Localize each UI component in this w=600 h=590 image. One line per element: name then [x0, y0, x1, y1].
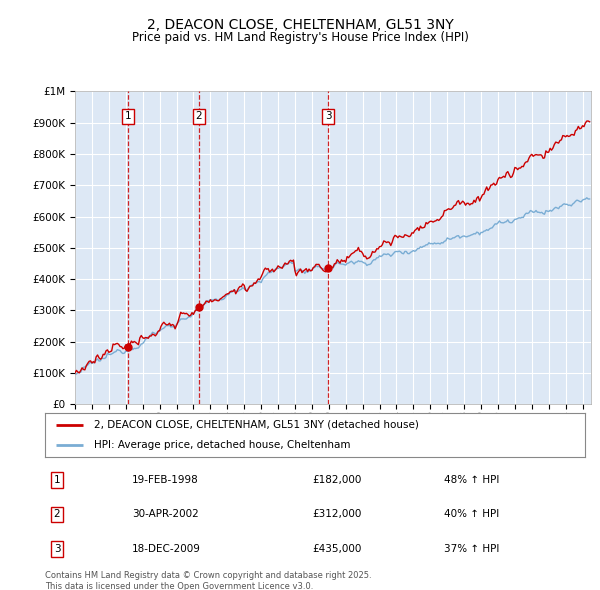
Text: 37% ↑ HPI: 37% ↑ HPI — [444, 544, 499, 553]
Text: 1: 1 — [53, 476, 61, 485]
Text: 40% ↑ HPI: 40% ↑ HPI — [444, 510, 499, 519]
Text: 18-DEC-2009: 18-DEC-2009 — [132, 544, 201, 553]
Text: 2: 2 — [53, 510, 61, 519]
Text: 3: 3 — [325, 112, 331, 122]
Text: 48% ↑ HPI: 48% ↑ HPI — [444, 476, 499, 485]
Text: 2, DEACON CLOSE, CHELTENHAM, GL51 3NY: 2, DEACON CLOSE, CHELTENHAM, GL51 3NY — [146, 18, 454, 32]
Text: 19-FEB-1998: 19-FEB-1998 — [132, 476, 199, 485]
Text: 3: 3 — [53, 544, 61, 553]
Text: 30-APR-2002: 30-APR-2002 — [132, 510, 199, 519]
Text: £435,000: £435,000 — [312, 544, 361, 553]
Text: £182,000: £182,000 — [312, 476, 361, 485]
Text: 2: 2 — [196, 112, 202, 122]
Text: HPI: Average price, detached house, Cheltenham: HPI: Average price, detached house, Chel… — [94, 440, 350, 450]
Text: £312,000: £312,000 — [312, 510, 361, 519]
Text: 2, DEACON CLOSE, CHELTENHAM, GL51 3NY (detached house): 2, DEACON CLOSE, CHELTENHAM, GL51 3NY (d… — [94, 420, 418, 430]
Text: Price paid vs. HM Land Registry's House Price Index (HPI): Price paid vs. HM Land Registry's House … — [131, 31, 469, 44]
Text: Contains HM Land Registry data © Crown copyright and database right 2025.
This d: Contains HM Land Registry data © Crown c… — [45, 571, 371, 590]
Text: 1: 1 — [125, 112, 131, 122]
